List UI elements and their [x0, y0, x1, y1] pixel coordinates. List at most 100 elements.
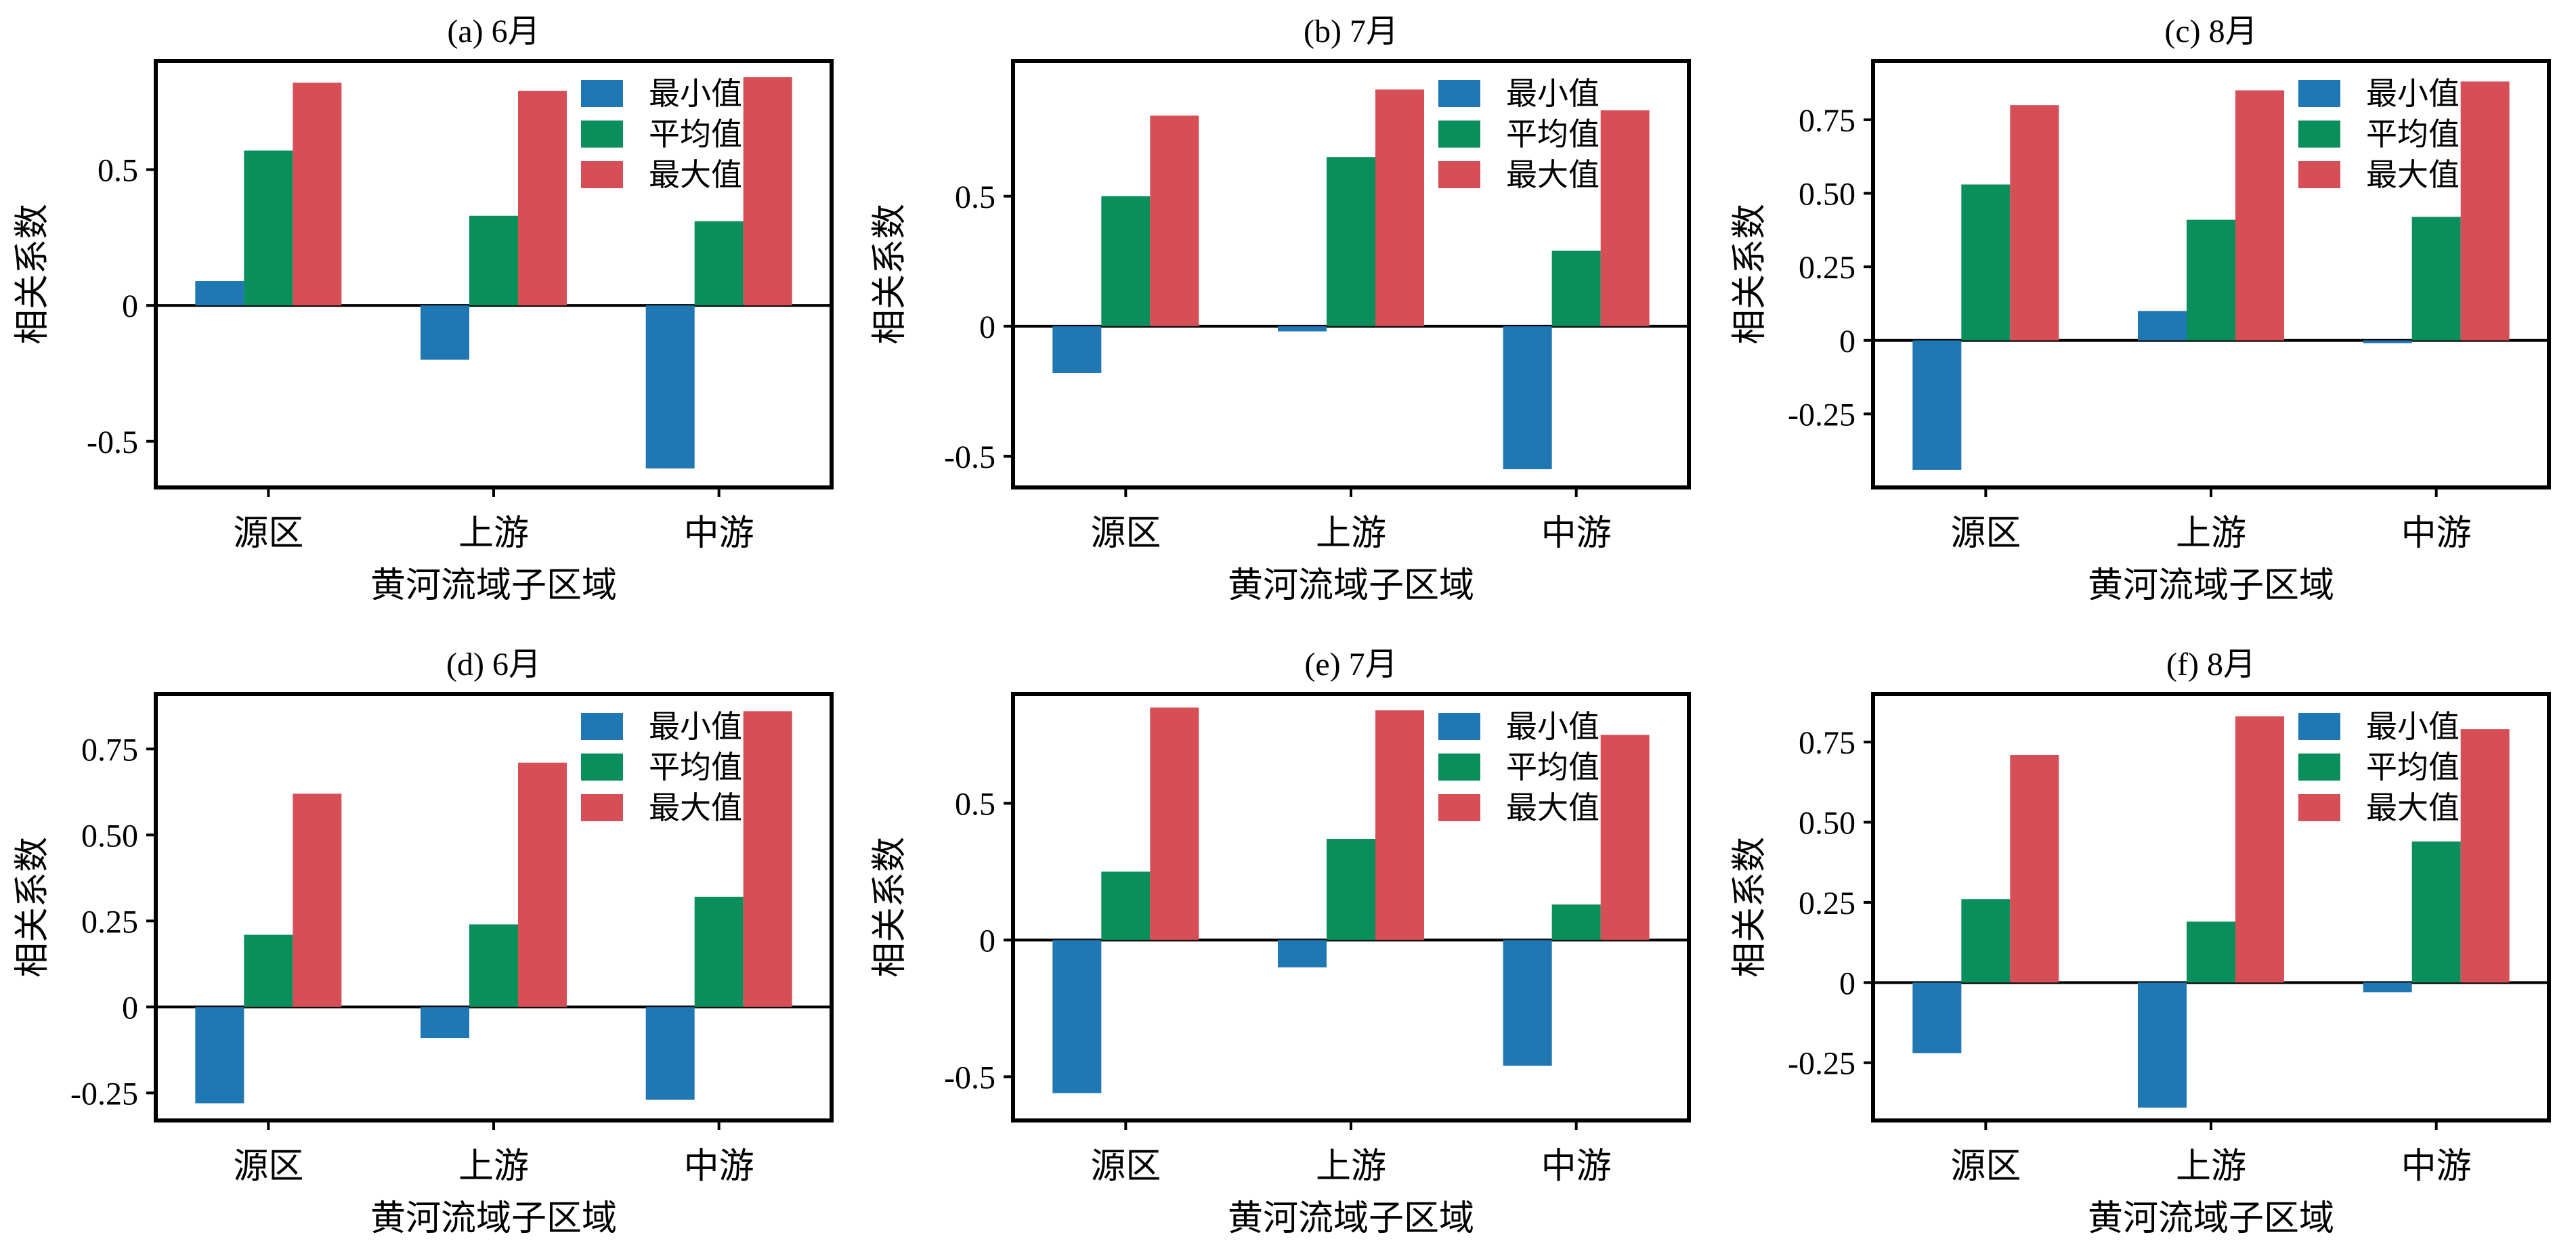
legend-label: 最大值 [1506, 158, 1600, 192]
chart-title: (f) 8月 [2166, 647, 2256, 682]
bar-max-1 [518, 762, 567, 1007]
y-tick-label: 0 [979, 309, 995, 345]
chart-title: (e) 7月 [1304, 647, 1397, 682]
x-tick-label: 源区 [1090, 515, 1161, 553]
x-tick-label: 上游 [1316, 515, 1386, 553]
legend-swatch-max [2298, 161, 2340, 188]
x-tick-label: 上游 [2176, 515, 2246, 553]
legend-swatch-min [581, 713, 623, 740]
chart-title: (b) 7月 [1304, 14, 1398, 49]
legend-label: 平均值 [2366, 117, 2460, 152]
y-tick-label: -0.25 [1788, 397, 1855, 433]
y-tick-label: 0.75 [81, 732, 138, 768]
bar-max-1 [2235, 716, 2284, 983]
bar-max-2 [743, 711, 792, 1007]
x-tick-label: 中游 [684, 1148, 754, 1186]
x-tick-label: 源区 [1950, 515, 2021, 553]
legend-label: 最小值 [649, 77, 742, 111]
y-tick-label: 0.25 [1799, 250, 1855, 286]
y-tick-label: 0 [1839, 965, 1855, 1001]
x-axis-label: 黄河流域子区域 [1228, 567, 1474, 605]
bar-mean-2 [694, 896, 744, 1007]
x-axis-label: 黄河流域子区域 [1228, 1200, 1474, 1238]
y-tick-label: -0.25 [1788, 1046, 1855, 1082]
legend-label: 最大值 [2366, 158, 2460, 192]
legend-swatch-min [2298, 713, 2340, 740]
bar-mean-1 [1327, 157, 1375, 326]
legend-swatch-mean [1438, 754, 1480, 781]
legend-label: 平均值 [649, 117, 742, 152]
y-tick-label: 0.75 [1799, 725, 1855, 761]
legend-swatch-max [581, 161, 623, 188]
bar-max-0 [2010, 105, 2059, 341]
x-axis-label: 黄河流域子区域 [370, 567, 617, 605]
legend-swatch-mean [2298, 754, 2340, 781]
x-tick-label: 源区 [233, 1148, 303, 1186]
x-tick-label: 上游 [458, 1148, 529, 1186]
bar-mean-0 [1101, 196, 1151, 326]
legend-swatch-mean [581, 754, 623, 781]
bar-mean-1 [2187, 921, 2235, 983]
x-tick-label: 中游 [1541, 515, 1612, 553]
y-axis-label: 相关系数 [14, 837, 52, 978]
bar-min-1 [421, 1007, 469, 1039]
chart-title: (d) 6月 [446, 647, 541, 682]
bar-max-0 [293, 793, 342, 1007]
bar-mean-1 [469, 924, 518, 1007]
x-axis-label: 黄河流域子区域 [2088, 567, 2334, 605]
bar-min-2 [1503, 326, 1552, 470]
plot-frame [1011, 692, 1691, 1122]
x-tick-label: 中游 [2401, 1148, 2472, 1186]
bar-min-1 [421, 305, 469, 360]
y-tick-label: -0.5 [944, 439, 995, 475]
bar-min-2 [1503, 940, 1552, 1066]
bar-min-1 [1278, 326, 1327, 332]
bar-max-1 [518, 91, 567, 306]
x-tick-label: 中游 [684, 515, 754, 553]
chart-title: (a) 6月 [447, 14, 540, 49]
bar-min-0 [195, 1007, 244, 1104]
bar-mean-1 [2187, 219, 2235, 341]
legend-label: 平均值 [1506, 750, 1600, 785]
bar-max-2 [743, 77, 792, 306]
bar-min-0 [1052, 326, 1102, 373]
y-tick-label: 0.50 [1799, 177, 1855, 213]
legend-label: 最小值 [2366, 77, 2460, 111]
bar-max-2 [1600, 110, 1650, 326]
legend-label: 最小值 [2366, 710, 2460, 744]
bar-max-0 [293, 83, 342, 306]
bar-min-2 [2363, 340, 2412, 344]
y-tick-label: 0.25 [1799, 886, 1855, 921]
legend-label: 平均值 [649, 750, 742, 785]
plot-frame [1871, 59, 2551, 489]
y-tick-label: 0.75 [1799, 103, 1855, 139]
x-axis-label: 黄河流域子区域 [370, 1200, 617, 1238]
legend-swatch-min [1438, 713, 1480, 740]
legend-label: 最大值 [2366, 791, 2460, 825]
legend-label: 最小值 [1506, 710, 1600, 744]
legend-swatch-mean [1438, 121, 1480, 148]
x-axis-label: 黄河流域子区域 [2088, 1200, 2334, 1238]
legend-swatch-max [581, 794, 623, 821]
bar-mean-0 [1961, 184, 2011, 341]
bar-min-0 [1912, 982, 1962, 1053]
bar-mean-0 [244, 150, 293, 306]
legend-swatch-mean [2298, 121, 2340, 148]
legend-label: 平均值 [1506, 117, 1600, 152]
y-tick-label: 0.50 [1799, 805, 1855, 841]
bar-mean-1 [1327, 839, 1375, 940]
y-tick-label: 0.5 [955, 179, 995, 215]
y-tick-label: -0.5 [87, 424, 138, 460]
bar-max-0 [1150, 115, 1199, 326]
y-tick-label: 0.50 [81, 818, 138, 854]
bar-min-1 [2138, 982, 2187, 1108]
bar-mean-2 [694, 221, 744, 306]
plot-frame [1011, 59, 1691, 489]
bar-mean-2 [2411, 217, 2461, 341]
